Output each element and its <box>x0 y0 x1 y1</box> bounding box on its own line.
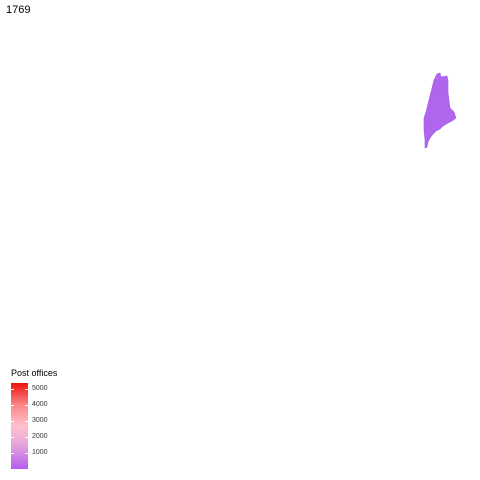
legend-tick-label: 1000 <box>32 449 48 457</box>
legend-tick-label: 4000 <box>32 401 48 409</box>
state-maine <box>423 72 457 149</box>
legend-tick-label: 5000 <box>32 385 48 393</box>
legend: Post offices 1000 2000 3000 4000 5000 <box>11 367 101 477</box>
legend-tick-label: 2000 <box>32 433 48 441</box>
legend-title: Post offices <box>11 368 58 378</box>
year-title: 1769 <box>6 4 31 16</box>
legend-color-bar <box>11 383 28 469</box>
legend-tick-label: 3000 <box>32 417 48 425</box>
